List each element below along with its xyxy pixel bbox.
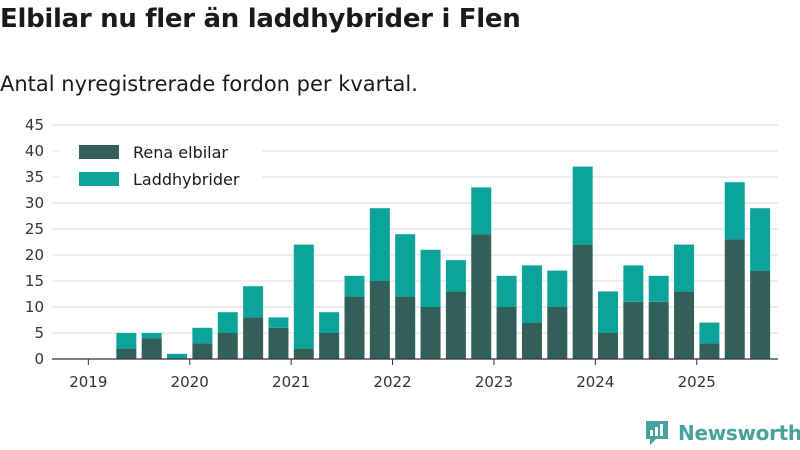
x-tick-label: 2024 <box>576 373 614 391</box>
legend-label: Rena elbilar <box>133 143 228 162</box>
bar-rena-elbilar <box>141 338 162 359</box>
bar-laddhybrider <box>471 187 492 235</box>
bar-laddhybrider <box>243 286 264 318</box>
bar-rena-elbilar <box>572 244 593 359</box>
bar-laddhybrider <box>598 291 618 333</box>
y-tick-label: 40 <box>25 142 44 160</box>
bar-laddhybrider <box>116 333 137 349</box>
bar-laddhybrider <box>319 312 340 333</box>
bar-rena-elbilar <box>598 333 618 359</box>
bar-rena-elbilar <box>395 296 416 359</box>
brand-name: Newsworthy <box>678 421 800 445</box>
bar-laddhybrider <box>344 275 365 297</box>
bar-laddhybrider <box>167 353 188 359</box>
y-tick-label: 15 <box>25 272 44 290</box>
y-tick-label: 35 <box>25 168 44 186</box>
bar-laddhybrider <box>648 275 669 302</box>
legend: Rena elbilar Laddhybrider <box>60 140 262 196</box>
bar-laddhybrider <box>369 208 390 281</box>
bar-laddhybrider <box>217 312 238 333</box>
bar-laddhybrider <box>496 275 517 307</box>
y-tick-label: 20 <box>25 246 44 264</box>
x-tick-label: 2025 <box>678 373 716 391</box>
y-tick-label: 10 <box>25 298 44 316</box>
bar-rena-elbilar <box>724 239 745 359</box>
bar-rena-elbilar <box>750 270 771 359</box>
chart-title: Elbilar nu fler än laddhybrider i Flen <box>0 4 521 34</box>
bar-laddhybrider <box>395 234 416 297</box>
bar-rena-elbilar <box>547 307 568 359</box>
bar-rena-elbilar <box>420 307 441 359</box>
bar-laddhybrider <box>699 322 720 344</box>
bars <box>116 166 771 359</box>
bar-laddhybrider <box>674 244 695 292</box>
y-tick-label: 0 <box>34 350 44 368</box>
x-tick-label: 2020 <box>171 373 209 391</box>
bar-laddhybrider <box>192 327 213 344</box>
bar-laddhybrider <box>521 265 542 323</box>
newsworthy-logo-icon <box>646 421 668 445</box>
bar-laddhybrider <box>547 270 568 307</box>
y-tick-label: 5 <box>34 324 44 342</box>
legend-label: Laddhybrider <box>133 170 240 189</box>
bar-laddhybrider <box>623 265 644 302</box>
bar-rena-elbilar <box>243 317 264 359</box>
bar-laddhybrider <box>420 249 441 307</box>
y-tick-label: 45 <box>25 116 44 134</box>
bar-rena-elbilar <box>699 343 720 359</box>
bar-rena-elbilar <box>674 291 695 359</box>
bar-rena-elbilar <box>445 291 466 359</box>
bar-laddhybrider <box>293 244 314 349</box>
brand-logo: Newsworthy <box>644 419 800 447</box>
bar-rena-elbilar <box>192 343 213 359</box>
bar-rena-elbilar <box>116 348 137 359</box>
bar-rena-elbilar <box>268 327 289 359</box>
bar-rena-elbilar <box>521 322 542 359</box>
bar-laddhybrider <box>268 317 289 328</box>
bar-laddhybrider <box>445 260 466 292</box>
bar-laddhybrider <box>141 333 162 339</box>
x-tick-label: 2019 <box>69 373 107 391</box>
legend-swatch <box>79 172 119 186</box>
bar-rena-elbilar <box>496 307 517 359</box>
bar-laddhybrider <box>750 208 771 271</box>
bar-rena-elbilar <box>623 301 644 359</box>
y-tick-label: 30 <box>25 194 44 212</box>
y-tick-label: 25 <box>25 220 44 238</box>
bar-rena-elbilar <box>319 333 340 359</box>
x-tick-label: 2022 <box>373 373 411 391</box>
chart-subtitle: Antal nyregistrerade fordon per kvartal. <box>0 72 418 96</box>
x-tick-label: 2021 <box>272 373 310 391</box>
bar-rena-elbilar <box>217 333 238 359</box>
bar-rena-elbilar <box>648 301 669 359</box>
x-tick-label: 2023 <box>475 373 513 391</box>
legend-swatch <box>79 145 119 159</box>
bar-rena-elbilar <box>293 348 314 359</box>
bar-laddhybrider <box>572 166 593 245</box>
bar-rena-elbilar <box>471 234 492 359</box>
bar-laddhybrider <box>724 182 745 240</box>
bar-rena-elbilar <box>344 296 365 359</box>
bar-rena-elbilar <box>369 281 390 359</box>
